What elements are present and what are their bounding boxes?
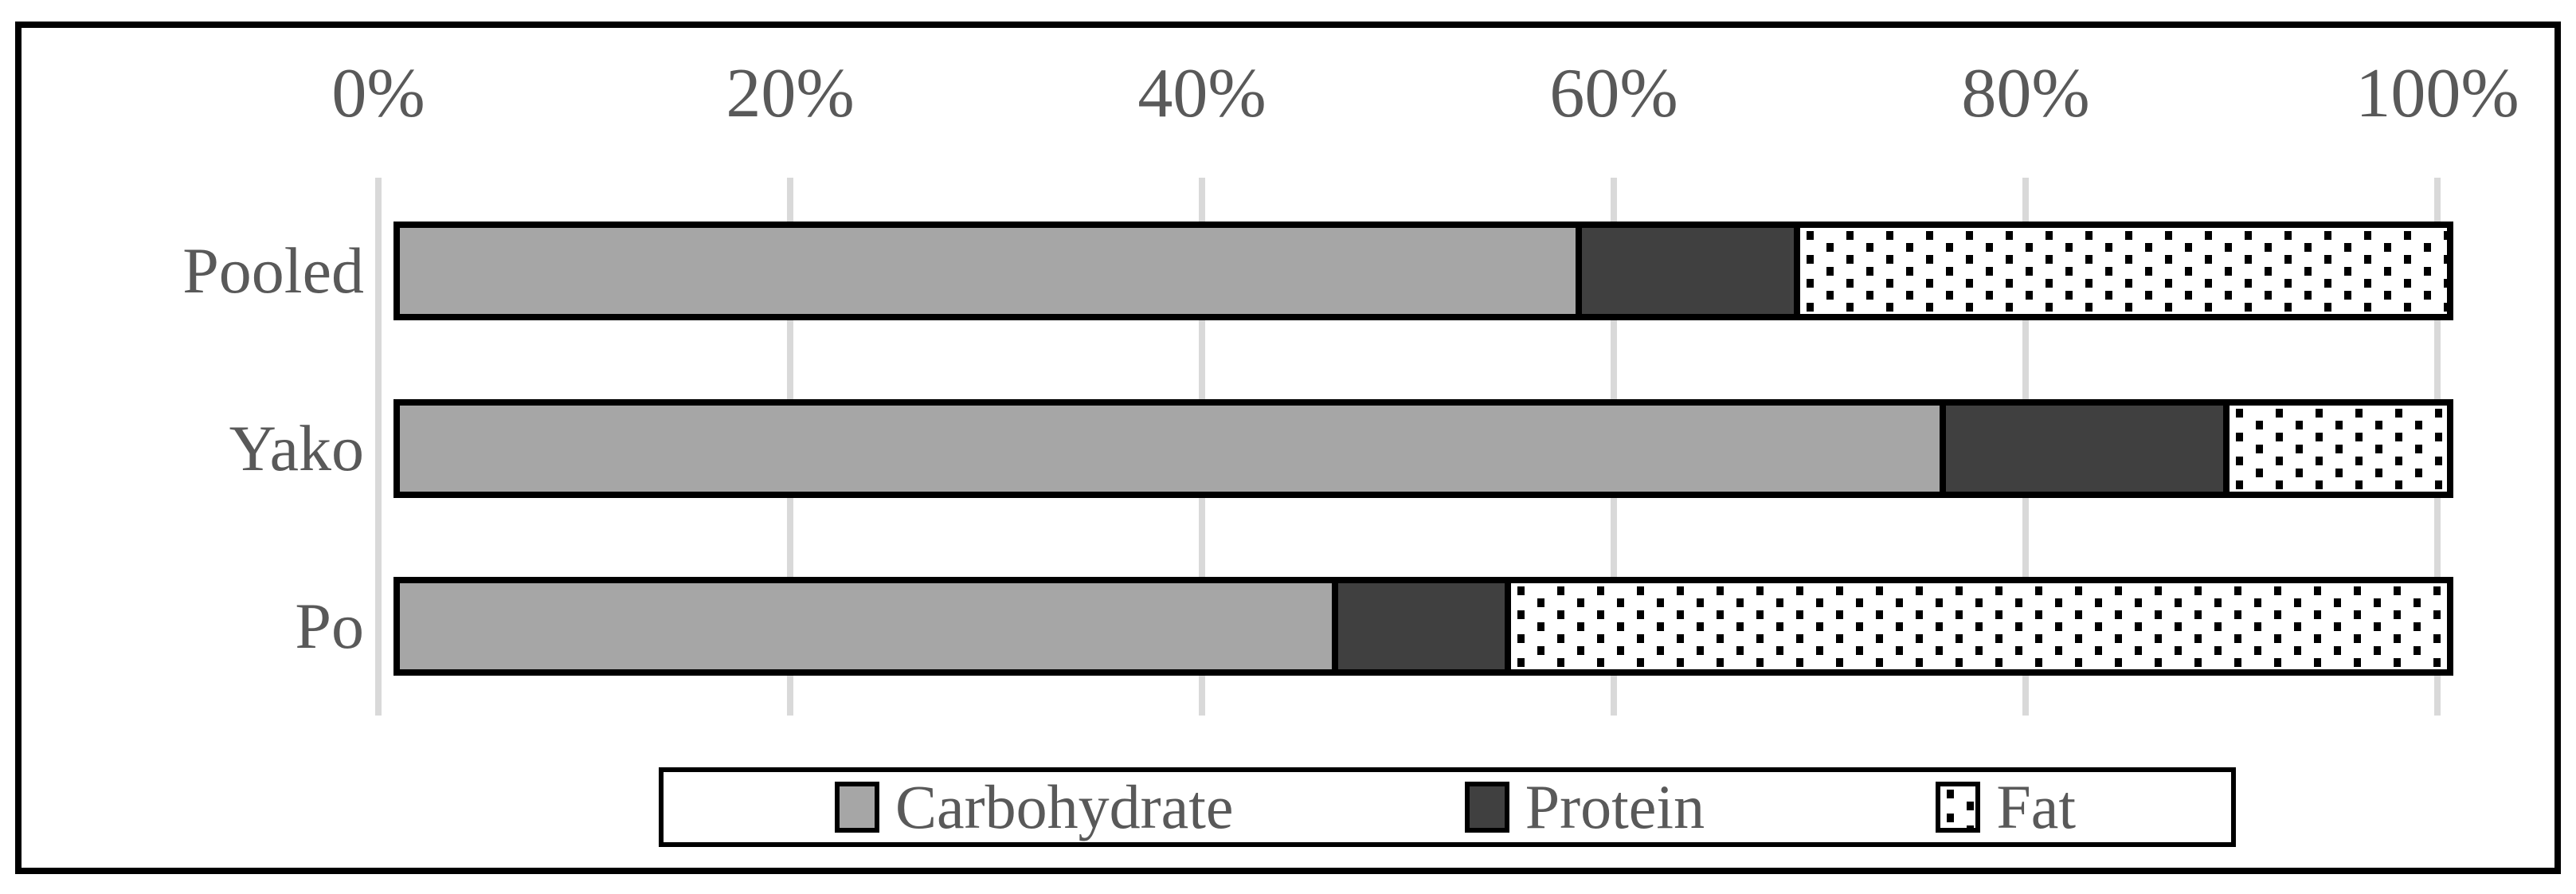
- x-tick-label-1: 20%: [726, 55, 855, 132]
- legend-label-protein: Protein: [1525, 772, 1705, 841]
- legend-swatch-carbohydrate: [835, 782, 879, 833]
- category-label-yako: Yako: [229, 412, 364, 484]
- bar-row-pooled: [393, 222, 2453, 320]
- bar-segment-protein-pooled: [1576, 228, 1794, 314]
- legend-label-carbohydrate: Carbohydrate: [895, 772, 1234, 841]
- legend: Carbohydrate Protein Fat: [659, 767, 2236, 847]
- gridline-0: [375, 178, 382, 716]
- bar-segment-fat-yako: [2222, 406, 2447, 492]
- x-tick-label-3: 60%: [1549, 55, 1678, 132]
- legend-swatch-fat: [1936, 782, 1981, 833]
- bar-segment-carbohydrate-pooled: [400, 228, 1576, 314]
- legend-entry-fat: Fat: [1936, 776, 2076, 838]
- bar-row-yako: [393, 399, 2453, 498]
- category-label-pooled: Pooled: [182, 234, 364, 307]
- bar-segment-fat-po: [1505, 583, 2447, 669]
- x-tick-label-2: 40%: [1137, 55, 1266, 132]
- x-tick-label-5: 100%: [2355, 55, 2519, 132]
- bar-segment-fat-pooled: [1793, 228, 2447, 314]
- legend-label-fat: Fat: [1996, 772, 2076, 841]
- legend-entry-protein: Protein: [1464, 772, 1705, 841]
- legend-swatch-protein: [1464, 782, 1509, 833]
- figure-frame: 0% 20% 40% 60% 80% 100% Pooled Yako Po Carbohydr…: [15, 22, 2561, 874]
- x-tick-label-4: 80%: [1961, 55, 2090, 132]
- bar-segment-carbohydrate-po: [400, 583, 1332, 669]
- legend-entry-carbohydrate: Carbohydrate: [835, 776, 1234, 838]
- bar-segment-protein-po: [1331, 583, 1505, 669]
- bar-segment-carbohydrate-yako: [400, 406, 1940, 492]
- bar-row-po: [393, 577, 2453, 676]
- x-tick-label-0: 0%: [331, 55, 425, 132]
- bar-segment-protein-yako: [1940, 406, 2223, 492]
- category-label-po: Po: [295, 590, 364, 662]
